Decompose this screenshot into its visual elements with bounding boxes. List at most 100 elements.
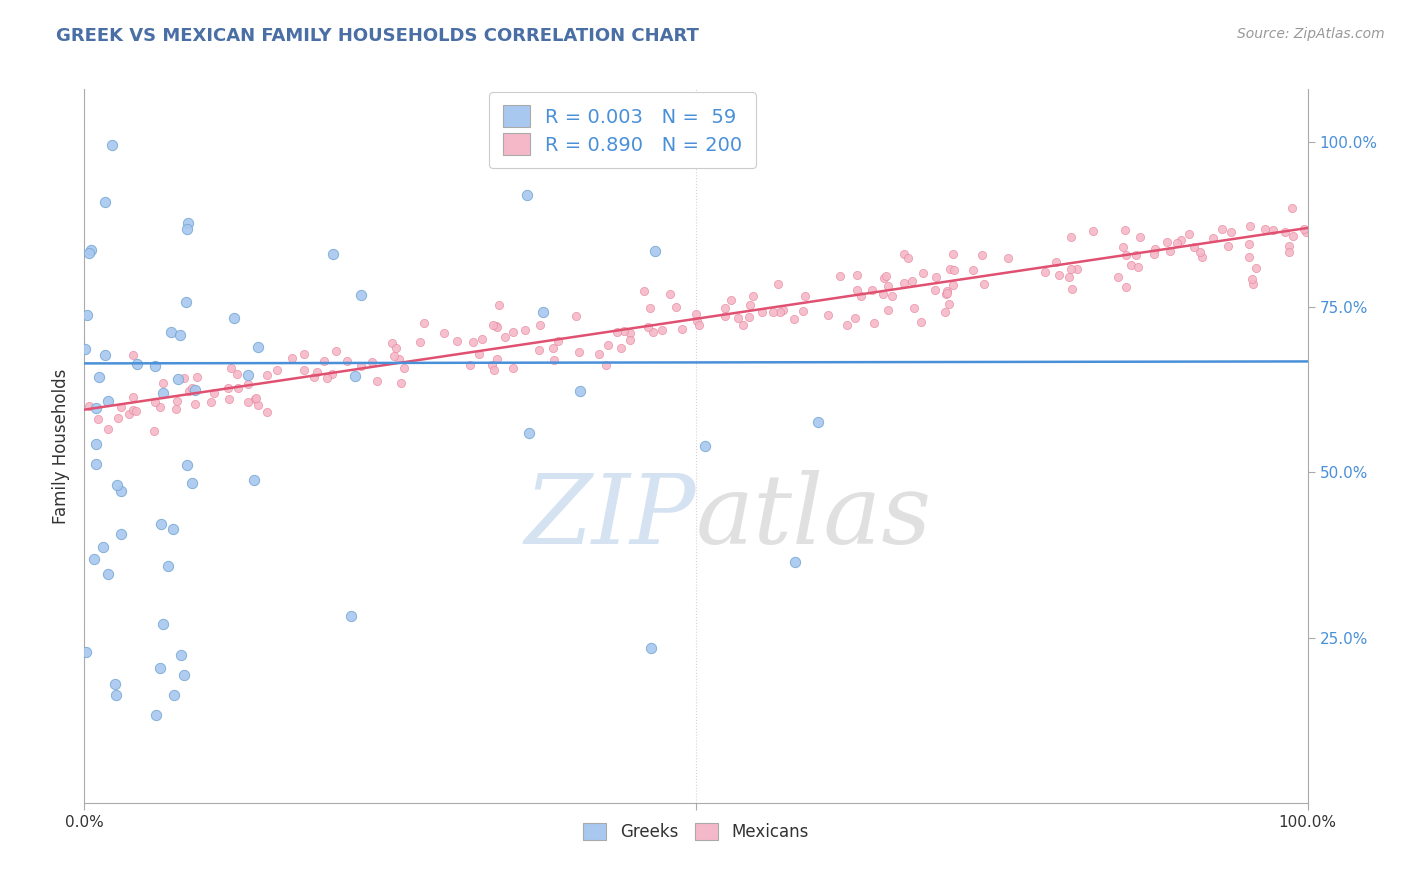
Point [238,394,260,409]
Point [256,405,278,419]
Point [181,381,204,395]
Point [166,394,188,409]
Point [1278,244,1301,259]
Point [643,326,665,340]
Point [720,293,742,308]
Point [846,268,869,282]
Text: Source: ZipAtlas.com: Source: ZipAtlas.com [1237,27,1385,41]
Point [150,517,173,532]
Point [484,363,506,377]
Point [361,354,384,368]
Point [529,343,551,357]
Point [382,349,405,363]
Point [1182,240,1205,254]
Point [846,283,869,297]
Point [1219,225,1241,239]
Point [862,316,884,330]
Point [173,370,195,384]
Point [1263,223,1285,237]
Point [1178,227,1201,242]
Point [494,330,516,344]
Point [1033,265,1056,279]
Point [1254,222,1277,236]
Point [688,318,710,332]
Point [97,422,120,436]
Point [1066,261,1088,276]
Point [903,301,925,316]
Point [243,473,266,487]
Point [769,305,792,319]
Point [605,325,627,339]
Point [181,476,204,491]
Point [568,344,591,359]
Point [97,394,120,409]
Point [1107,270,1129,285]
Point [121,347,143,361]
Point [1240,272,1263,286]
Point [1156,235,1178,249]
Point [637,319,659,334]
Point [1045,255,1067,269]
Point [877,302,900,317]
Point [910,315,932,329]
Point [485,320,508,334]
Point [934,305,956,319]
Point [541,341,564,355]
Point [877,278,900,293]
Point [281,351,304,365]
Point [101,138,124,153]
Point [315,370,337,384]
Point [117,408,139,422]
Point [173,668,195,682]
Point [247,398,270,412]
Point [218,392,240,406]
Point [1047,268,1070,283]
Point [1129,229,1152,244]
Point [792,303,814,318]
Point [202,385,225,400]
Point [94,348,117,362]
Point [105,688,128,702]
Point [875,269,897,284]
Point [107,410,129,425]
Point [935,285,957,300]
Point [486,351,509,366]
Point [513,322,536,336]
Point [633,284,655,298]
Point [143,424,166,438]
Point [935,287,957,301]
Point [529,318,551,332]
Point [389,376,412,390]
Point [1237,237,1260,252]
Point [84,401,107,415]
Point [1081,224,1104,238]
Point [163,688,186,702]
Point [1274,225,1296,239]
Point [177,216,200,230]
Point [91,540,114,554]
Point [122,390,145,404]
Point [125,357,148,371]
Point [516,188,538,202]
Point [226,367,249,381]
Text: GREEK VS MEXICAN FAMILY HOUSEHOLDS CORRELATION CHART: GREEK VS MEXICAN FAMILY HOUSEHOLDS CORRE… [56,27,699,45]
Point [598,338,620,352]
Point [740,298,762,312]
Point [783,312,806,326]
Point [835,318,858,333]
Point [1282,229,1305,244]
Point [1295,225,1317,239]
Point [1059,229,1081,244]
Point [900,274,922,288]
Point [751,304,773,318]
Point [1115,248,1137,262]
Point [613,325,636,339]
Point [228,381,250,395]
Point [685,308,707,322]
Point [105,478,128,492]
Point [547,334,569,348]
Point [143,395,166,409]
Point [962,262,984,277]
Point [176,222,198,236]
Point [1189,245,1212,260]
